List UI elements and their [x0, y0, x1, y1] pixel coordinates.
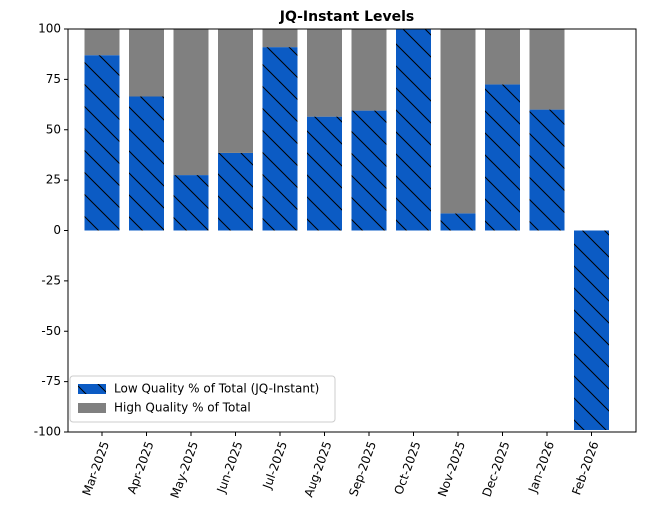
y-tick-label: 100 [38, 22, 61, 36]
x-tick-label: Nov-2025 [435, 439, 468, 498]
bar-hatch [351, 110, 387, 231]
x-tick-label: Sep-2025 [346, 439, 379, 498]
bar [529, 29, 565, 110]
y-tick-label: -25 [41, 273, 61, 287]
y-tick-label: 25 [46, 173, 61, 187]
bar [440, 29, 476, 214]
bar-hatch [218, 152, 253, 231]
legend-frame [69, 375, 336, 423]
x-tick-label: Jun-2025 [214, 439, 246, 495]
chart-title: JQ-Instant Levels [279, 9, 415, 25]
x-tick-label: Aug-2025 [302, 439, 335, 499]
y-tick-label: 0 [53, 223, 61, 237]
y-tick-label: 50 [46, 122, 61, 136]
bar-hatch [173, 175, 209, 231]
bar-hatch [440, 213, 476, 231]
bar-hatch [262, 47, 298, 231]
x-tick-label: Dec-2025 [480, 439, 513, 498]
bar [351, 29, 387, 111]
y-tick-label: 75 [46, 72, 61, 86]
bar-hatch [574, 230, 609, 430]
bar [307, 29, 342, 117]
y-tick-label: -100 [34, 425, 61, 439]
y-tick-label: -75 [41, 374, 61, 388]
y-tick-label: -50 [41, 324, 61, 338]
x-tick-label: Oct-2025 [391, 439, 423, 496]
bar [485, 29, 520, 85]
bar [129, 29, 164, 97]
bar [173, 29, 209, 176]
bar-hatch [529, 109, 565, 231]
bar-hatch [307, 116, 342, 231]
x-tick-label: May-2025 [168, 439, 201, 500]
legend-label: High Quality % of Total [114, 401, 251, 415]
x-tick-label: Jul-2025 [260, 439, 290, 491]
x-tick-label: Feb-2026 [569, 439, 601, 497]
x-tick-label: Jan-2026 [525, 439, 557, 495]
bar [262, 29, 298, 48]
bar-hatch [396, 29, 431, 231]
bar [218, 29, 253, 153]
bar-hatch [84, 55, 120, 231]
legend-swatch-hatch [78, 384, 106, 394]
legend: Low Quality % of Total (JQ-Instant) High … [69, 375, 336, 423]
x-tick-label: Mar-2025 [80, 439, 113, 497]
bar-hatch [485, 84, 520, 231]
legend-label: Low Quality % of Total (JQ-Instant) [114, 382, 319, 396]
legend-swatch [78, 403, 106, 413]
x-tick-label: Apr-2025 [125, 439, 157, 495]
bar [84, 29, 120, 56]
bar-hatch [129, 96, 164, 231]
plot-frame [67, 28, 637, 433]
